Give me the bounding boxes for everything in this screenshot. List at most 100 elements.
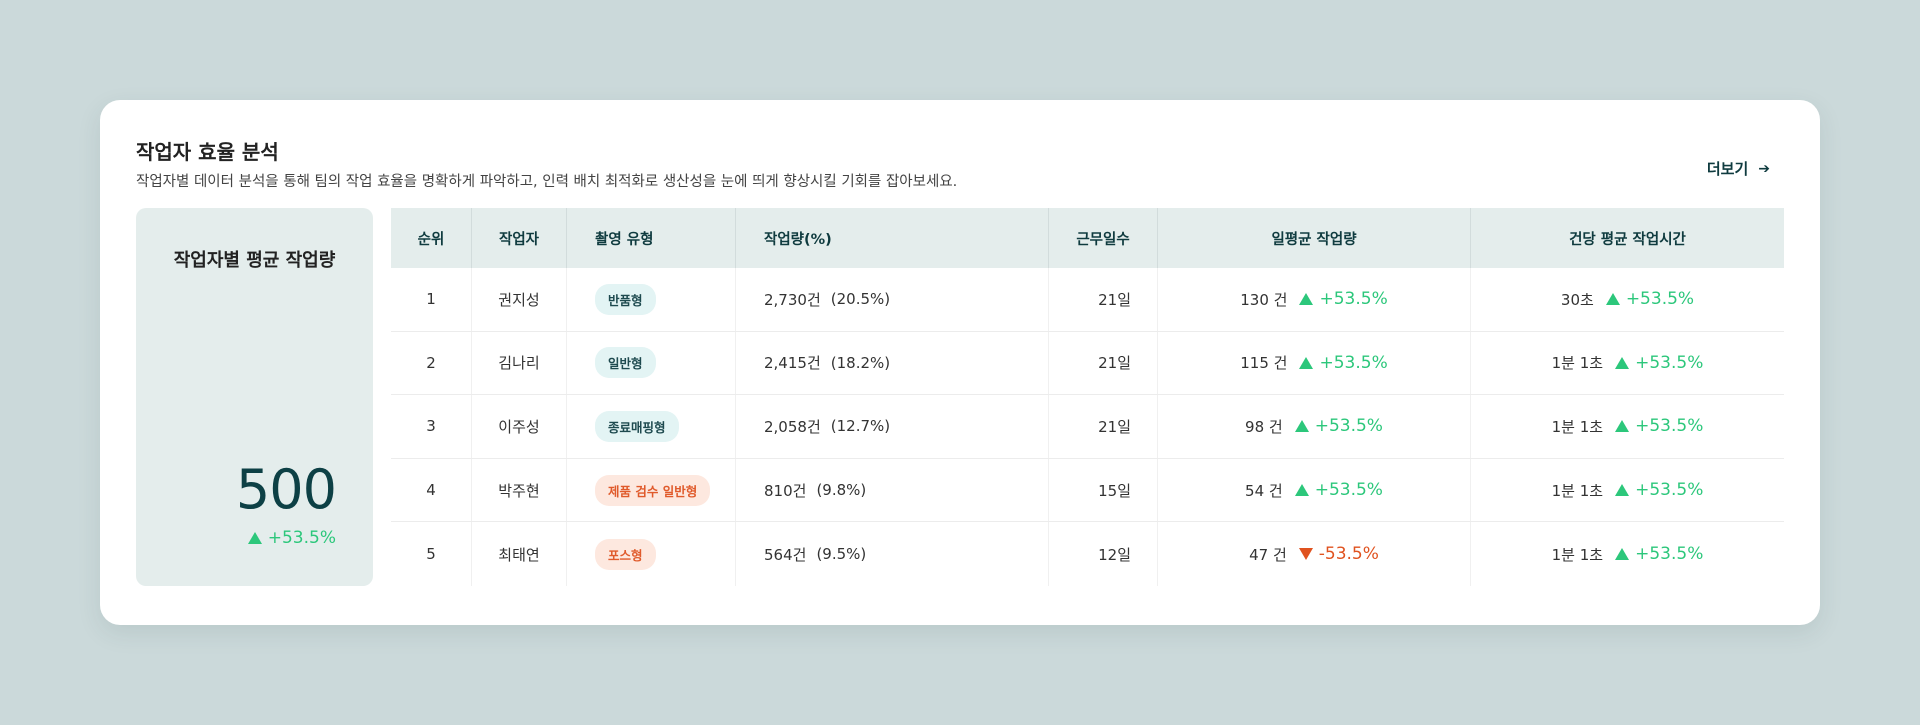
time-change-value: +53.5% — [1635, 352, 1704, 373]
daily-change: +53.5% — [1299, 289, 1388, 310]
triangle-up-icon — [247, 532, 262, 544]
section-title: 작업자 효율 분석 — [136, 140, 279, 164]
type-cell: 포스형 — [567, 522, 736, 586]
summary-change: +53.5% — [247, 528, 336, 548]
workload-cell: 2,730건 (20.5%) — [736, 268, 1049, 331]
daily-change: +53.5% — [1294, 416, 1383, 437]
workload-percent: (12.7%) — [830, 417, 891, 436]
triangle-up-icon — [1299, 293, 1314, 306]
rank-cell: 2 — [391, 331, 472, 395]
workload-percent: (20.5%) — [830, 290, 891, 309]
table-header: 순위 작업자 촬영 유형 작업량(%) 근무일수 일평균 작업량 건당 평균 작… — [391, 208, 1784, 268]
avg-time-cell: 1분 1초 +53.5% — [1471, 395, 1784, 458]
type-cell: 일반형 — [567, 331, 736, 395]
summary-change-value: +53.5% — [267, 528, 336, 548]
header-avg-time[interactable]: 건당 평균 작업시간 — [1569, 231, 1686, 248]
workload-percent: (9.8%) — [816, 481, 867, 500]
daily-change: -53.5% — [1298, 544, 1379, 564]
table-row[interactable]: 2 김나리 일반형 2,415건 (18.2%) 21일 115 건 +53.5% 1분 1초 +… — [391, 331, 1784, 396]
rank-cell: 4 — [391, 458, 472, 522]
workload-count: 2,415건 — [764, 354, 821, 373]
type-badge: 포스형 — [595, 538, 656, 570]
triangle-up-icon — [1294, 420, 1309, 433]
type-cell: 제품 검수 일반형 — [567, 458, 736, 522]
table-row[interactable]: 3 이주성 종료매핑형 2,058건 (12.7%) 21일 98 건 +53.5% 1분 1초… — [391, 395, 1784, 459]
workload-percent: (9.5%) — [816, 545, 867, 564]
workload-count: 564건 — [764, 545, 807, 564]
header-days[interactable]: 근무일수 — [1049, 208, 1158, 268]
triangle-up-icon — [1615, 356, 1630, 369]
worker-cell: 권지성 — [472, 268, 567, 331]
table-body: 1 권지성 반품형 2,730건 (20.5%) 21일 130 건 +53.5% 30초 +53… — [391, 268, 1784, 586]
workload-count: 810건 — [764, 481, 807, 500]
avg-time-cell: 1분 1초 +53.5% — [1471, 522, 1784, 586]
workload-percent: (18.2%) — [830, 353, 891, 372]
daily-change-value: +53.5% — [1319, 352, 1388, 373]
workload-cell: 564건 (9.5%) — [736, 522, 1049, 586]
header-worker[interactable]: 작업자 — [472, 208, 567, 268]
worker-efficiency-card: 작업자 효율 분석 작업자별 데이터 분석을 통해 팀의 작업 효율을 명확하게… — [100, 100, 1820, 625]
daily-average-value: 47 건 — [1249, 545, 1287, 564]
table-row[interactable]: 1 권지성 반품형 2,730건 (20.5%) 21일 130 건 +53.5% 30초 +53… — [391, 268, 1784, 332]
time-change-value: +53.5% — [1635, 416, 1704, 437]
triangle-up-icon — [1615, 484, 1630, 497]
time-change-value: +53.5% — [1635, 480, 1704, 501]
summary-value: 500 — [235, 458, 337, 521]
worker-cell: 이주성 — [472, 395, 567, 458]
time-change: +53.5% — [1615, 544, 1703, 564]
rank-cell: 1 — [391, 268, 472, 331]
daily-change: +53.5% — [1299, 352, 1388, 373]
summary-title: 작업자별 평균 작업량 — [173, 250, 336, 271]
days-cell: 21일 — [1049, 268, 1158, 331]
avg-time-cell: 30초 +53.5% — [1471, 268, 1784, 331]
daily-average-cell: 47 건 -53.5% — [1158, 522, 1471, 586]
avg-time-value: 1분 1초 — [1551, 481, 1604, 500]
avg-time-value: 1분 1초 — [1551, 354, 1604, 373]
type-badge: 반품형 — [595, 283, 656, 315]
avg-time-cell: 1분 1초 +53.5% — [1471, 459, 1784, 522]
workload-cell: 810건 (9.8%) — [736, 458, 1049, 522]
workload-count: 2,058건 — [764, 417, 821, 436]
avg-time-cell: 1분 1초 +53.5% — [1471, 332, 1784, 395]
average-workload-panel: 작업자별 평균 작업량 500 +53.5% — [136, 208, 373, 586]
daily-change-value: +53.5% — [1319, 289, 1388, 310]
section-subtitle: 작업자별 데이터 분석을 통해 팀의 작업 효율을 명확하게 파악하고, 인력 … — [136, 174, 958, 190]
time-change: +53.5% — [1615, 480, 1703, 500]
triangle-up-icon — [1299, 356, 1314, 369]
workload-cell: 2,415건 (18.2%) — [736, 331, 1049, 395]
header-rank[interactable]: 순위 — [391, 208, 472, 268]
avg-time-value: 30초 — [1560, 290, 1594, 309]
workload-count: 2,730건 — [764, 290, 821, 309]
days-cell: 12일 — [1049, 522, 1158, 586]
daily-average-value: 130 건 — [1240, 290, 1288, 309]
worker-cell: 최태연 — [472, 522, 567, 586]
type-badge: 제품 검수 일반형 — [595, 474, 711, 506]
time-change: +53.5% — [1615, 353, 1703, 373]
days-cell: 21일 — [1049, 395, 1158, 458]
time-change-value: +53.5% — [1625, 289, 1695, 310]
time-change-value: +53.5% — [1635, 544, 1704, 565]
daily-change-value: +53.5% — [1314, 416, 1383, 437]
workload-cell: 2,058건 (12.7%) — [736, 395, 1049, 458]
type-badge: 종료매핑형 — [595, 410, 679, 442]
header-workload[interactable]: 작업량(%) — [736, 208, 1049, 268]
rank-cell: 3 — [391, 395, 472, 458]
rank-cell: 5 — [391, 522, 472, 586]
header-daily-average[interactable]: 일평균 작업량 — [1158, 208, 1471, 268]
more-button[interactable]: 더보기 ➔ — [1707, 158, 1770, 179]
table-row[interactable]: 5 최태연 포스형 564건 (9.5%) 12일 47 건 -53.5% 1분 1초 +53.5… — [391, 522, 1784, 586]
daily-average-value: 115 건 — [1240, 354, 1288, 373]
triangle-up-icon — [1615, 548, 1630, 561]
worker-cell: 박주현 — [472, 458, 567, 522]
daily-average-cell: 98 건 +53.5% — [1158, 395, 1471, 458]
worker-table: 순위 작업자 촬영 유형 작업량(%) 근무일수 일평균 작업량 건당 평균 작… — [391, 208, 1784, 586]
type-cell: 반품형 — [567, 268, 736, 331]
daily-average-cell: 115 건 +53.5% — [1158, 331, 1471, 395]
type-badge: 일반형 — [595, 347, 656, 379]
triangle-up-icon — [1605, 293, 1620, 306]
worker-cell: 김나리 — [472, 331, 567, 395]
triangle-up-icon — [1294, 484, 1309, 497]
table-row[interactable]: 4 박주현 제품 검수 일반형 810건 (9.8%) 15일 54 건 +53.5% 1분 1… — [391, 458, 1784, 523]
header-type[interactable]: 촬영 유형 — [567, 208, 736, 268]
time-change: +53.5% — [1615, 416, 1703, 436]
